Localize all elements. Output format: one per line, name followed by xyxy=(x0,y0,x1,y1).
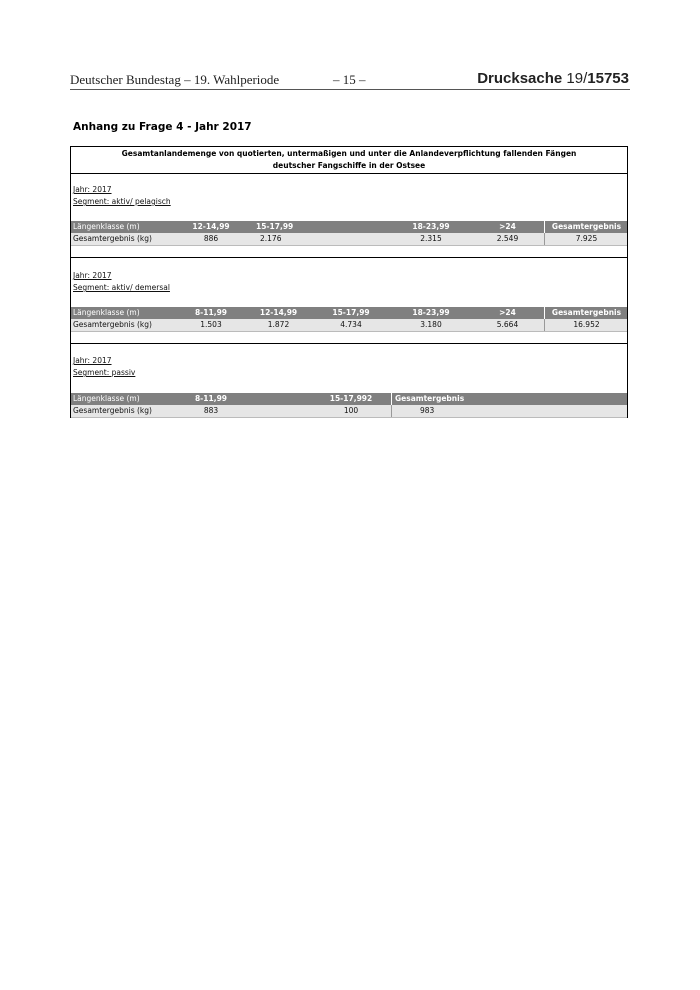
value-cell: 883 xyxy=(203,406,219,415)
drucksache-id: 15753 xyxy=(587,70,629,87)
header-cell: 15-17,99 xyxy=(332,308,370,317)
header-row: Längenklasse (m) 12-14,99 15-17,99 18-23… xyxy=(71,221,627,233)
year-label: Jahr: 2017 xyxy=(73,271,112,280)
table-title-line2: deutscher Fangschiffe in der Ostsee xyxy=(272,160,426,170)
section-passiv: Jahr: 2017 Segment: passiv Längenklasse … xyxy=(71,344,627,418)
section-demersal: Jahr: 2017 Segment: aktiv/ demersal Läng… xyxy=(71,258,627,344)
header-cell: Längenklasse (m) xyxy=(73,394,140,403)
drucksache-prefix: 19/ xyxy=(562,70,588,87)
header-cell: >24 xyxy=(499,308,516,317)
header-row: Längenklasse (m) 8-11,99 12-14,99 15-17,… xyxy=(71,307,627,319)
value-cell: 4.734 xyxy=(340,320,362,329)
drucksache-number: Drucksache 19/15753 xyxy=(477,70,629,87)
section-heading: Anhang zu Frage 4 - Jahr 2017 xyxy=(73,121,252,133)
header-cell: Gesamtergebnis xyxy=(544,221,628,233)
landings-table: Gesamtanlandemenge von quotierten, unter… xyxy=(70,146,628,418)
value-cell: 100 xyxy=(343,406,359,415)
row-label: Gesamtergebnis (kg) xyxy=(73,234,152,243)
value-cell: 2.176 xyxy=(260,234,282,243)
drucksache-label: Drucksache xyxy=(477,70,563,87)
row-label: Gesamtergebnis (kg) xyxy=(73,320,152,329)
year-label: Jahr: 2017 xyxy=(73,185,112,194)
table-title: Gesamtanlandemenge von quotierten, unter… xyxy=(71,147,627,174)
value-cell: 3.180 xyxy=(420,320,442,329)
header-cell: 12-14,99 xyxy=(259,308,298,317)
header-cell: 8-11,99 xyxy=(194,308,228,317)
value-cell: 5.664 xyxy=(496,320,519,329)
value-cell: 7.925 xyxy=(544,233,628,245)
header-cell: Längenklasse (m) xyxy=(73,308,140,317)
value-cell: 16.952 xyxy=(544,319,628,331)
segment-label: Segment: aktiv/ demersal xyxy=(73,283,170,292)
header-rule xyxy=(70,89,630,90)
header-row: Längenklasse (m) 8-11,99 15-17,992 Gesam… xyxy=(71,393,627,405)
header-cell: 18-23,99 xyxy=(412,222,450,231)
table-title-line1: Gesamtanlandemenge von quotierten, unter… xyxy=(121,149,577,158)
segment-label: Segment: passiv xyxy=(73,368,136,377)
value-cell: 2.549 xyxy=(496,234,519,243)
page-number: – 15 – xyxy=(333,72,366,87)
header-cell: >24 xyxy=(499,222,516,231)
header-cell: Gesamtergebnis xyxy=(544,307,628,319)
header-cell: Gesamtergebnis xyxy=(391,393,475,405)
value-cell: 1.872 xyxy=(267,320,290,329)
header-cell: 8-11,99 xyxy=(194,394,228,403)
value-cell: 983 xyxy=(391,405,475,417)
header-cell: 18-23,99 xyxy=(412,308,450,317)
header-cell: 15-17,99 xyxy=(256,222,294,231)
segment-label: Segment: aktiv/ pelagisch xyxy=(73,197,171,206)
year-label: Jahr: 2017 xyxy=(73,356,112,365)
table-row: Gesamtergebnis (kg) 883 100 983 xyxy=(71,405,627,418)
header-cell: Längenklasse (m) xyxy=(73,222,140,231)
header-cell: 12-14,99 xyxy=(192,222,230,231)
row-label: Gesamtergebnis (kg) xyxy=(73,406,152,415)
section-pelagisch: Jahr: 2017 Segment: aktiv/ pelagisch Län… xyxy=(71,173,627,258)
value-cell: 1.503 xyxy=(200,320,222,329)
value-cell: 886 xyxy=(203,234,219,243)
running-header-left: Deutscher Bundestag – 19. Wahlperiode xyxy=(70,72,280,87)
header-cell: 15-17,992 xyxy=(329,394,373,403)
value-cell: 2.315 xyxy=(420,234,442,243)
table-row: Gesamtergebnis (kg) 886 2.176 2.315 2.54… xyxy=(71,233,627,246)
table-row: Gesamtergebnis (kg) 1.503 1.872 4.734 3.… xyxy=(71,319,627,332)
